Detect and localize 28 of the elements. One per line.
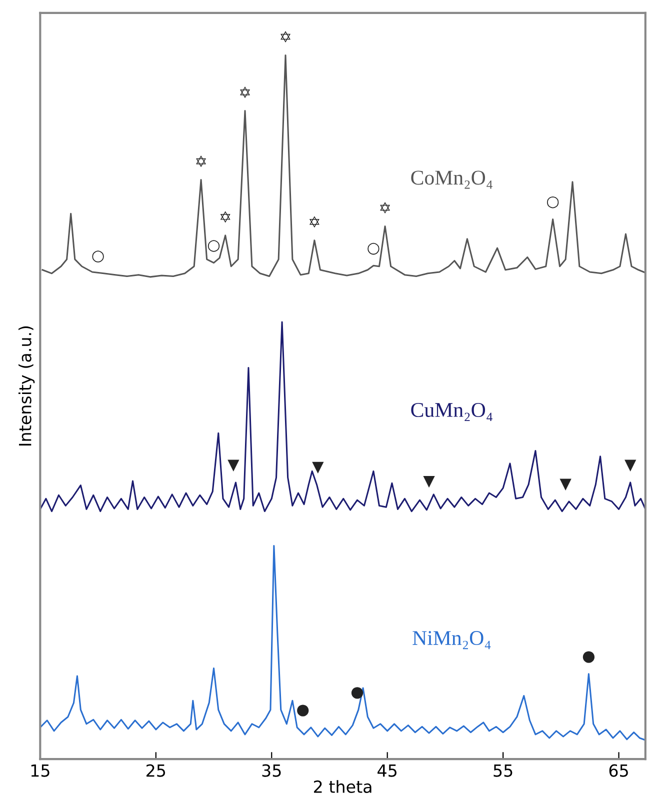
annotation: ▼ <box>560 478 572 490</box>
x-axis-title: 2 theta <box>314 780 372 793</box>
annotation: ✡ <box>196 156 206 168</box>
annotation: ✡ <box>309 216 320 228</box>
annotation: ○ <box>547 196 559 208</box>
y-axis-title: Intensity (a.u.) <box>18 326 35 446</box>
annotation: ✡ <box>280 30 291 43</box>
x-tick-label: 15 <box>31 764 50 777</box>
annotation: ▼ <box>423 476 435 488</box>
x-tick-label: 65 <box>609 764 628 777</box>
text: CoMn₂O₄ <box>411 170 492 189</box>
x-tick-label: 45 <box>378 764 396 777</box>
annotation: ▼ <box>312 462 324 474</box>
annotation: ▼ <box>624 460 636 472</box>
x-tick-label: 55 <box>494 764 512 777</box>
annotation: ○ <box>208 240 220 252</box>
annotation: ✡ <box>220 211 230 223</box>
annotation: ▼ <box>228 460 240 472</box>
text: NiMn₂O₄ <box>412 631 491 650</box>
annotation: ✡ <box>380 202 390 214</box>
text: CuMn₂O₄ <box>411 403 492 422</box>
x-tick-label: 35 <box>262 764 281 777</box>
annotation: ● <box>582 651 595 663</box>
annotation: ● <box>297 704 309 716</box>
annotation: ✡ <box>240 86 250 98</box>
x-tick-label: 25 <box>146 764 166 777</box>
annotation: ○ <box>368 242 380 255</box>
annotation: ○ <box>92 250 104 262</box>
